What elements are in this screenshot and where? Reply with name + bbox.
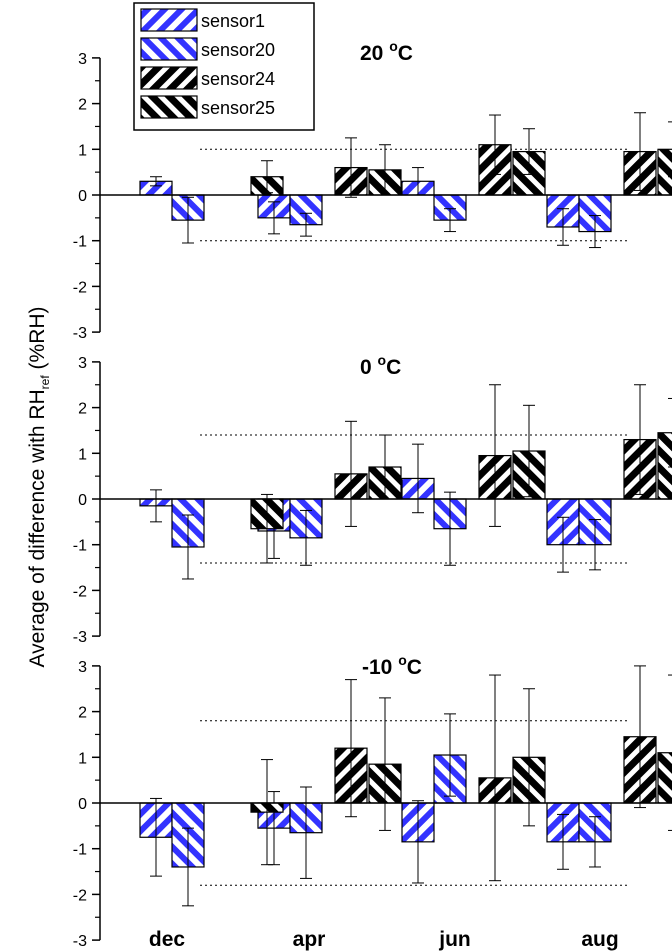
y-tick-label: 1 [78, 750, 87, 767]
y-axis-label-sub: ref [38, 375, 52, 390]
y-tick-label: -3 [73, 325, 87, 342]
y-tick-label: -2 [73, 887, 87, 904]
y-tick-label: 2 [78, 705, 87, 722]
y-tick-label: -1 [73, 538, 87, 555]
y-tick-label: 2 [78, 401, 87, 418]
y-tick-label: -1 [73, 842, 87, 859]
panel-0: -3 -2 -1 0 1 2 3 20 oC [73, 38, 672, 342]
y-tick-label: -3 [73, 933, 87, 950]
y-tick-label: 0 [78, 796, 87, 813]
category-label-jun: jun [438, 928, 471, 951]
legend-swatch-sensor20 [140, 37, 198, 61]
category-label-apr: apr [293, 928, 326, 951]
legend-swatch-sensor1 [140, 8, 198, 32]
y-tick-label: -3 [73, 629, 87, 646]
legend-label-sensor25: sensor25 [201, 98, 275, 118]
legend-swatch-sensor24 [140, 66, 198, 90]
panel-title: -10 oC [362, 652, 422, 679]
panel-title: 0 oC [360, 352, 401, 379]
legend-label-sensor1: sensor1 [201, 11, 265, 31]
y-axis-label-text: Average of difference with RHref (%RH) [26, 306, 52, 667]
y-tick-label: 0 [78, 492, 87, 509]
y-axis-label-unit: (%RH) [26, 306, 49, 375]
bar-sensor25-aug [657, 148, 672, 196]
y-tick-label: 1 [78, 142, 87, 159]
y-axis-label: Average of difference with RHref (%RH) [26, 306, 52, 667]
y-tick-label: 0 [78, 188, 87, 205]
legend: sensor1 sensor20 sensor24 sensor25 [133, 2, 315, 131]
y-tick-label: 3 [78, 355, 87, 372]
y-tick-label: 3 [78, 51, 87, 68]
legend-swatch-sensor25 [140, 95, 198, 119]
category-label-aug: aug [581, 928, 618, 951]
y-tick-label: 1 [78, 446, 87, 463]
bar-sensor25-aug [657, 752, 672, 804]
legend-label-sensor20: sensor20 [201, 40, 275, 60]
panel-2: -3 -2 -1 0 1 2 3 -10 oC [73, 652, 672, 950]
category-labels: dec apr jun aug [149, 928, 619, 951]
y-tick-label: -1 [73, 234, 87, 251]
bar-sensor25-aug [657, 432, 672, 500]
y-tick-label: 2 [78, 97, 87, 114]
panel-title: 20 oC [360, 38, 413, 65]
panel-1: -3 -2 -1 0 1 2 3 0 oC [73, 352, 672, 646]
legend-label-sensor24: sensor24 [201, 69, 275, 89]
y-tick-label: -2 [73, 279, 87, 296]
y-axis-label-main: Average of difference with RH [26, 389, 49, 667]
y-tick-label: 3 [78, 659, 87, 676]
category-label-dec: dec [149, 928, 186, 951]
y-tick-label: -2 [73, 583, 87, 600]
